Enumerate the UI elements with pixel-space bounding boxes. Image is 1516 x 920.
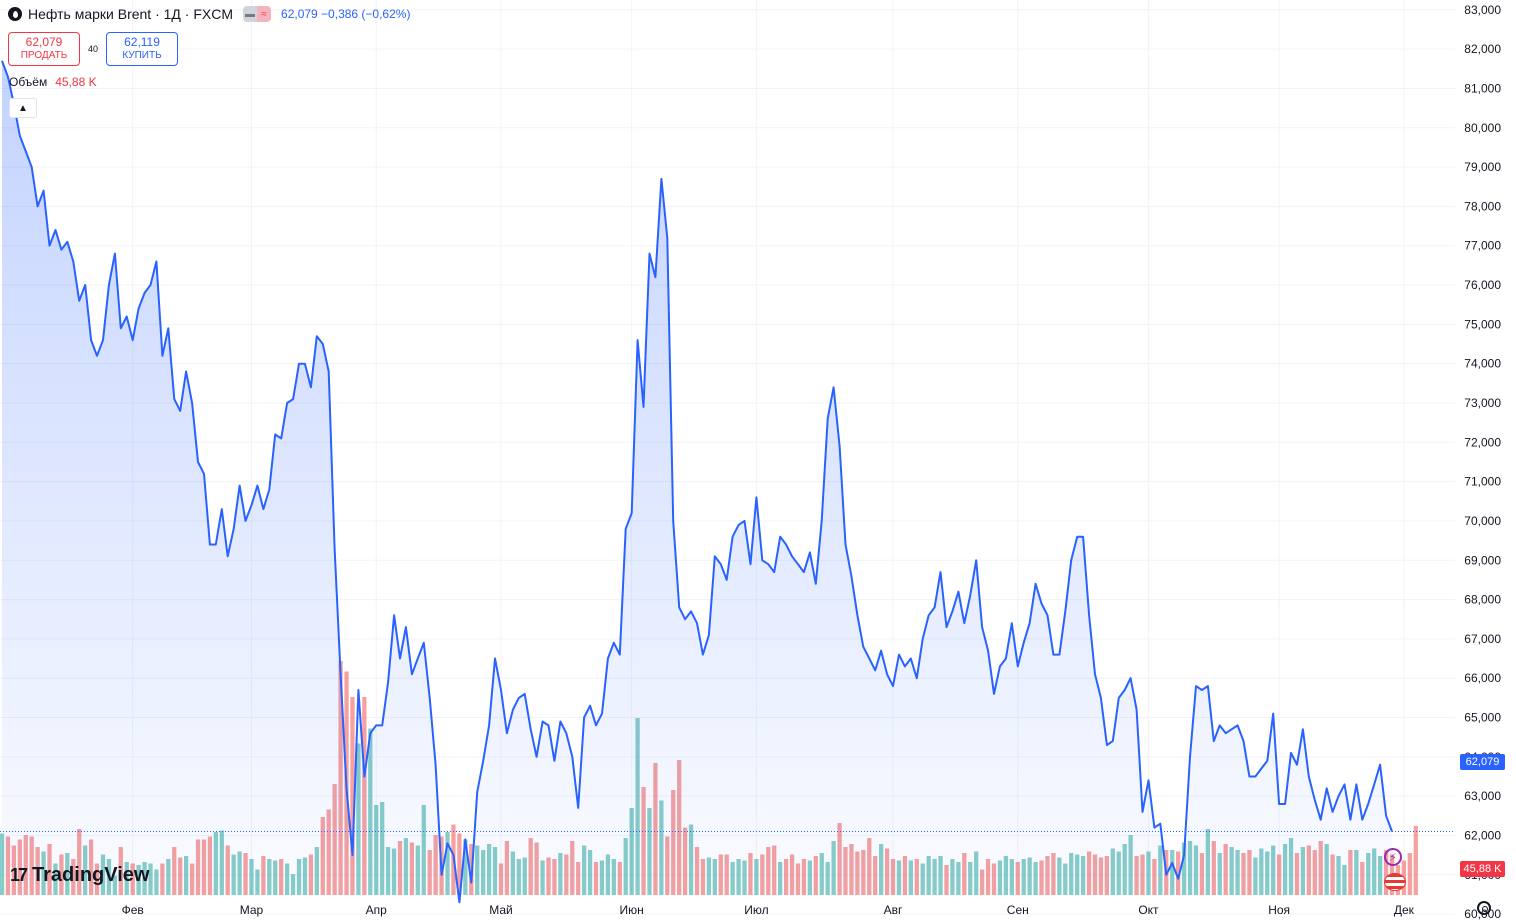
x-tick-label: Фев: [122, 903, 144, 917]
x-tick-label: Июл: [744, 903, 768, 917]
y-tick-label: 77,000: [1464, 239, 1501, 253]
y-tick-label: 79,000: [1464, 160, 1501, 174]
volume-bar: [1176, 851, 1181, 895]
gear-icon[interactable]: [1477, 901, 1491, 915]
trade-panel: 62,079 ПРОДАТЬ 40 62,119 КУПИТЬ: [8, 32, 178, 66]
sell-price: 62,079: [25, 35, 63, 49]
us-flag-icon[interactable]: [1384, 873, 1406, 891]
x-tick-label: Окт: [1138, 903, 1159, 917]
sell-label: ПРОДАТЬ: [20, 50, 68, 61]
y-tick-label: 75,000: [1464, 317, 1501, 331]
x-tick-label: Авг: [884, 903, 903, 917]
y-tick-label: 81,000: [1464, 81, 1501, 95]
y-tick-label: 71,000: [1464, 475, 1501, 489]
time-axis[interactable]: Фев Мар Апр Май Июн Июл Авг Сен Окт Ноя Дек: [122, 903, 1415, 917]
volume-value: 45,88 K: [55, 75, 97, 89]
indicator-pill[interactable]: ▬ ≈: [243, 6, 272, 22]
current-price-tag: 62,079: [1460, 754, 1505, 770]
y-tick-label: 68,000: [1464, 593, 1501, 607]
tradingview-logo[interactable]: 17 TradingView: [10, 864, 149, 887]
chevron-up-icon[interactable]: ▲: [9, 98, 37, 118]
buy-label: КУПИТЬ: [122, 50, 162, 61]
x-tick-label: Июн: [620, 903, 644, 917]
y-tick-label: 63,000: [1464, 789, 1501, 803]
y-tick-label: 73,000: [1464, 396, 1501, 410]
volume-bar: [457, 833, 462, 895]
x-tick-label: Ноя: [1268, 903, 1290, 917]
y-tick-label: 69,000: [1464, 553, 1501, 567]
y-tick-label: 67,000: [1464, 632, 1501, 646]
price-axis[interactable]: 83,000 82,000 81,000 80,000 79,000 78,000 77,0…: [1464, 3, 1501, 920]
y-tick-label: 74,000: [1464, 357, 1501, 371]
volume-bar: [1413, 826, 1418, 895]
oil-drop-icon: [8, 7, 22, 21]
buy-price: 62,119: [124, 35, 160, 49]
flash-icon[interactable]: ⚡: [1384, 848, 1402, 866]
y-tick-label: 66,000: [1464, 671, 1501, 685]
y-tick-label: 70,000: [1464, 514, 1501, 528]
x-tick-label: Май: [489, 903, 513, 917]
y-tick-label: 82,000: [1464, 42, 1501, 56]
current-volume-tag: 45,88 K: [1460, 861, 1505, 877]
y-tick-label: 65,000: [1464, 711, 1501, 725]
sell-button[interactable]: 62,079 ПРОДАТЬ: [8, 32, 80, 66]
y-tick-label: 72,000: [1464, 435, 1501, 449]
buy-button[interactable]: 62,119 КУПИТЬ: [106, 32, 178, 66]
volume-legend[interactable]: Объём 45,88 K: [9, 75, 97, 89]
tv-logo-icon: 17: [10, 865, 28, 885]
symbol-legend: Нефть марки Brent · 1Д · FXCM ▬ ≈ 62,079…: [8, 6, 410, 22]
y-tick-label: 83,000: [1464, 3, 1501, 17]
x-tick-label: Апр: [366, 903, 388, 917]
volume-label: Объём: [9, 75, 48, 89]
y-tick-label: 76,000: [1464, 278, 1501, 292]
approx-icon[interactable]: ≈: [257, 6, 272, 22]
volume-bar: [1407, 853, 1412, 895]
price-area-fill: [2, 60, 1392, 903]
x-tick-label: Мар: [240, 903, 264, 917]
x-tick-label: Дек: [1394, 903, 1415, 917]
price-line: [1, 60, 1393, 904]
spread-value: 40: [87, 44, 98, 54]
x-tick-label: Сен: [1007, 903, 1029, 917]
y-tick-label: 80,000: [1464, 121, 1501, 135]
symbol-title[interactable]: Нефть марки Brent · 1Д · FXCM: [28, 6, 234, 22]
price-change: 62,079 −0,386 (−0,62%): [281, 7, 411, 21]
volume-bar: [350, 697, 355, 895]
y-tick-label: 78,000: [1464, 199, 1501, 213]
minus-icon[interactable]: ▬: [243, 6, 258, 22]
logo-text: TradingView: [32, 864, 150, 886]
y-tick-label: 62,000: [1464, 828, 1501, 842]
